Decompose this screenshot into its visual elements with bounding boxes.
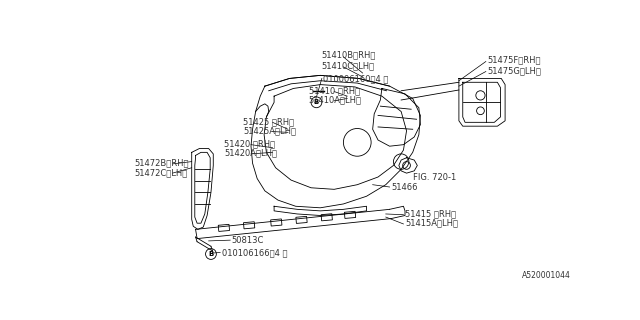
Text: B: B	[209, 251, 214, 257]
Text: 51466: 51466	[391, 182, 418, 191]
Text: 010106166（4 ）: 010106166（4 ）	[221, 248, 287, 257]
Bar	[344, 211, 356, 219]
Text: 51420A〈LH〉: 51420A〈LH〉	[224, 148, 277, 158]
Text: A520001044: A520001044	[522, 271, 570, 280]
Text: 51472B〈RH〉: 51472B〈RH〉	[134, 159, 188, 168]
Text: 51410 〈RH〉: 51410 〈RH〉	[308, 86, 360, 95]
Bar	[218, 224, 230, 231]
Bar	[271, 219, 282, 226]
Text: 50813C: 50813C	[232, 236, 264, 245]
Text: 51472C〈LH〉: 51472C〈LH〉	[134, 168, 188, 177]
Text: 51410C〈LH〉: 51410C〈LH〉	[322, 62, 375, 71]
Text: FIG. 720-1: FIG. 720-1	[413, 172, 456, 181]
Bar	[296, 216, 307, 223]
Text: B: B	[314, 99, 319, 105]
Text: 51410A〈LH〉: 51410A〈LH〉	[308, 95, 362, 105]
Text: 51425A〈LH〉: 51425A〈LH〉	[243, 126, 296, 135]
Text: 51475G〈LH〉: 51475G〈LH〉	[488, 66, 541, 75]
Text: 010006160（4 ）: 010006160（4 ）	[323, 74, 388, 83]
Text: 51425 〈RH〉: 51425 〈RH〉	[243, 117, 294, 126]
Text: 51410B〈RH〉: 51410B〈RH〉	[322, 51, 376, 60]
Text: 51415 〈RH〉: 51415 〈RH〉	[405, 210, 456, 219]
Text: 51420 〈RH〉: 51420 〈RH〉	[224, 140, 275, 148]
Bar	[243, 222, 255, 229]
Text: 51415A〈LH〉: 51415A〈LH〉	[405, 219, 458, 228]
Bar	[321, 214, 332, 221]
Text: 51475F〈RH〉: 51475F〈RH〉	[488, 55, 541, 64]
